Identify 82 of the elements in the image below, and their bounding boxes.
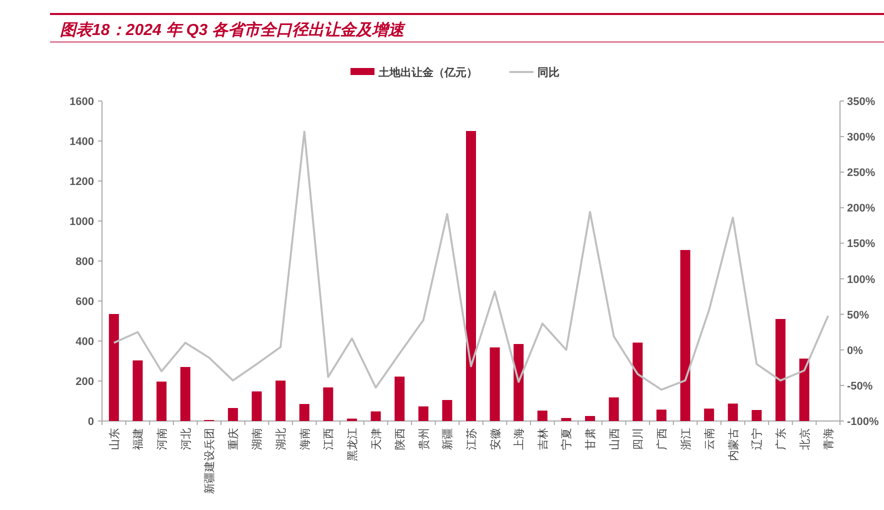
y2-tick-label: 300% <box>847 132 876 144</box>
y2-tick-label: 350% <box>847 96 876 108</box>
x-tick-label: 河北 <box>179 428 192 450</box>
y-tick-label: 600 <box>76 296 94 308</box>
bar <box>132 360 143 421</box>
legend-label: 土地出让金（亿元） <box>378 66 478 79</box>
bar <box>728 404 738 421</box>
y-tick-label: 0 <box>88 416 94 428</box>
y-tick-label: 1200 <box>70 176 94 188</box>
bar <box>323 387 334 421</box>
bar <box>632 342 643 421</box>
bar <box>252 391 262 421</box>
x-tick-label: 辽宁 <box>750 428 764 450</box>
x-tick-label: 北京 <box>798 428 812 450</box>
y-tick-label: 200 <box>76 376 94 388</box>
x-tick-label: 宁夏 <box>560 428 574 450</box>
x-tick-label: 山西 <box>608 428 621 450</box>
x-tick-label: 内蒙古 <box>726 428 740 461</box>
bar <box>490 347 500 421</box>
x-tick-label: 甘肃 <box>584 428 598 450</box>
y2-tick-label: -50% <box>847 380 873 392</box>
y2-tick-label: -100% <box>847 416 880 428</box>
y-tick-label: 400 <box>76 336 94 348</box>
bar <box>180 367 190 421</box>
bar <box>442 400 452 421</box>
x-tick-label: 广东 <box>774 428 788 450</box>
bar <box>775 319 786 421</box>
y2-tick-label: 0% <box>847 344 864 357</box>
x-tick-label: 吉林 <box>536 428 550 450</box>
bar <box>799 358 810 421</box>
x-tick-label: 黑龙江 <box>346 428 359 461</box>
bar <box>276 380 286 421</box>
bar <box>418 406 428 421</box>
line-series <box>112 130 830 391</box>
y-tick-label: 800 <box>76 256 94 268</box>
x-tick-label: 广西 <box>655 428 668 450</box>
legend-label: 同比 <box>538 66 560 79</box>
y2-tick-label: 100% <box>847 274 876 286</box>
x-tick-label: 湖南 <box>250 428 264 450</box>
x-tick-label: 海南 <box>298 428 312 450</box>
x-tick-label: 山东 <box>108 428 121 450</box>
bar <box>608 397 619 421</box>
bar <box>752 410 762 421</box>
y2-tick-label: 200% <box>847 202 876 215</box>
bar <box>680 250 690 421</box>
bar <box>156 382 167 421</box>
x-tick-label: 天津 <box>370 428 383 450</box>
y2-tick-label: 150% <box>847 238 876 250</box>
x-tick-label: 浙江 <box>679 428 692 450</box>
y-tick-label: 1000 <box>70 216 94 228</box>
x-tick-label: 新疆建设兵团 <box>203 428 216 494</box>
x-tick-label: 贵州 <box>417 428 430 450</box>
bar <box>108 314 119 421</box>
x-tick-label: 河南 <box>156 428 169 450</box>
bar <box>656 410 666 421</box>
bar <box>585 416 596 421</box>
y-tick-label: 1600 <box>70 96 94 108</box>
x-tick-label: 江西 <box>323 428 336 450</box>
bar <box>370 411 381 421</box>
bar <box>228 408 238 421</box>
bar <box>394 376 405 421</box>
chart-title: 图表18：2024 年 Q3 各省市全口径出让金及增速 <box>60 21 406 39</box>
x-tick-label: 陕西 <box>394 428 407 450</box>
x-tick-label: 云南 <box>703 428 716 450</box>
bar <box>466 131 476 421</box>
x-tick-label: 上海 <box>512 428 526 450</box>
x-tick-label: 四川 <box>632 428 645 450</box>
x-tick-label: 新疆 <box>441 428 454 450</box>
bar <box>537 410 548 421</box>
x-tick-label: 青海 <box>822 428 836 450</box>
y-tick-label: 1400 <box>70 136 94 148</box>
x-tick-label: 江苏 <box>465 428 478 450</box>
bar <box>514 344 524 421</box>
bar <box>561 418 572 421</box>
x-tick-label: 重庆 <box>226 428 240 450</box>
bar <box>299 404 310 421</box>
bar <box>704 408 714 421</box>
y2-tick-label: 250% <box>847 167 876 180</box>
x-tick-label: 福建 <box>132 428 145 450</box>
y2-tick-label: 50% <box>847 309 870 322</box>
x-tick-label: 湖北 <box>274 428 288 450</box>
x-tick-label: 安徽 <box>488 428 502 450</box>
